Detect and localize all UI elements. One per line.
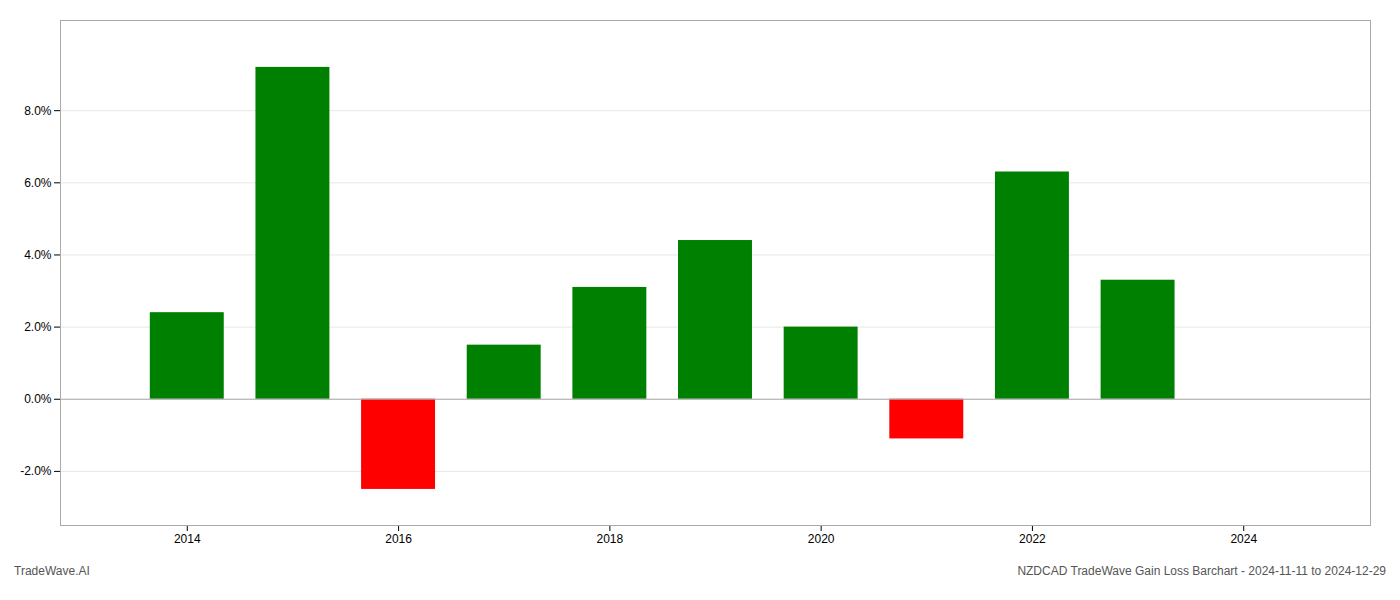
svg-text:-2.0%: -2.0% [20,464,52,478]
svg-text:8.0%: 8.0% [24,104,52,118]
svg-text:4.0%: 4.0% [24,248,52,262]
svg-text:2022: 2022 [1019,532,1046,546]
html-text:NZDCAD TradeWave Gain Loss Bar: NZDCAD TradeWave Gain Loss Barchart - 20… [1017,564,1386,578]
svg-text:0.0%: 0.0% [24,392,52,406]
html-text:TradeWave.AI: TradeWave.AI [14,564,90,578]
svg-text:2018: 2018 [597,532,624,546]
svg-text:2014: 2014 [174,532,201,546]
svg-text:6.0%: 6.0% [24,176,52,190]
svg-text:2.0%: 2.0% [24,320,52,334]
svg-text:2024: 2024 [1230,532,1257,546]
svg-text:2020: 2020 [808,532,835,546]
svg-text:2016: 2016 [385,532,412,546]
